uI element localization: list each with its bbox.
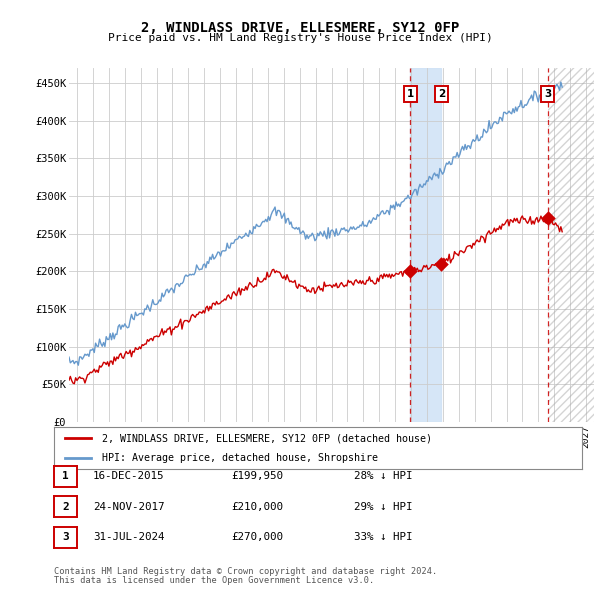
Text: HPI: Average price, detached house, Shropshire: HPI: Average price, detached house, Shro… [101, 454, 377, 463]
Text: 28% ↓ HPI: 28% ↓ HPI [354, 471, 413, 481]
Bar [548, 68, 594, 422]
Text: 3: 3 [544, 90, 551, 99]
Text: Contains HM Land Registry data © Crown copyright and database right 2024.: Contains HM Land Registry data © Crown c… [54, 567, 437, 576]
Text: 2: 2 [437, 90, 445, 99]
Text: 1: 1 [407, 90, 414, 99]
Text: 29% ↓ HPI: 29% ↓ HPI [354, 502, 413, 512]
Text: 2, WINDLASS DRIVE, ELLESMERE, SY12 0FP (detached house): 2, WINDLASS DRIVE, ELLESMERE, SY12 0FP (… [101, 433, 431, 443]
Text: 2: 2 [62, 502, 69, 512]
Text: 24-NOV-2017: 24-NOV-2017 [93, 502, 164, 512]
Point [436, 259, 446, 268]
Text: 3: 3 [62, 533, 69, 542]
Text: 31-JUL-2024: 31-JUL-2024 [93, 533, 164, 542]
Text: 33% ↓ HPI: 33% ↓ HPI [354, 533, 413, 542]
Bar [410, 68, 441, 422]
Text: £270,000: £270,000 [231, 533, 283, 542]
Text: 2, WINDLASS DRIVE, ELLESMERE, SY12 0FP: 2, WINDLASS DRIVE, ELLESMERE, SY12 0FP [141, 21, 459, 35]
Text: 1: 1 [62, 471, 69, 481]
Text: 16-DEC-2015: 16-DEC-2015 [93, 471, 164, 481]
Point [543, 214, 553, 223]
Bar [548, 68, 594, 422]
Point [406, 267, 415, 276]
Text: This data is licensed under the Open Government Licence v3.0.: This data is licensed under the Open Gov… [54, 576, 374, 585]
Text: £210,000: £210,000 [231, 502, 283, 512]
Text: Price paid vs. HM Land Registry's House Price Index (HPI): Price paid vs. HM Land Registry's House … [107, 33, 493, 43]
Text: £199,950: £199,950 [231, 471, 283, 481]
